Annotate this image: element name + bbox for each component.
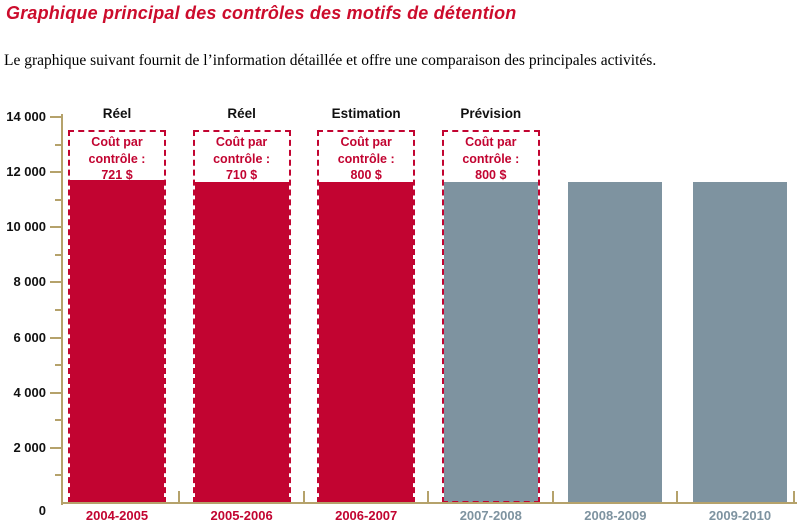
x-axis-end-tick — [793, 491, 795, 503]
cost-annotation-line: contrôle : — [213, 151, 271, 166]
bar — [194, 181, 289, 504]
bar-status-label: Estimation — [331, 106, 401, 121]
cost-annotation-text: Coût par contrôle : 800 $ — [319, 134, 413, 184]
x-axis-tick — [178, 491, 180, 503]
x-axis-category-label: 2005-2006 — [210, 508, 273, 523]
cost-annotation-line: 800 $ — [350, 168, 382, 182]
cost-annotation-text: Coût par contrôle : 721 $ — [70, 134, 164, 184]
cost-annotation-line: 710 $ — [225, 168, 258, 182]
y-axis-major-tick — [50, 171, 63, 174]
cost-annotation-box — [441, 130, 540, 503]
cost-annotation-line: 800 $ — [475, 168, 507, 182]
cost-annotation-box — [68, 130, 166, 503]
y-axis-major-tick — [50, 391, 63, 394]
cost-annotation-line: Coût par — [465, 135, 517, 149]
y-axis-major-tick — [50, 116, 63, 118]
cost-annotation-box — [317, 130, 416, 503]
y-axis-minor-tick — [55, 253, 63, 256]
y-axis-minor-tick — [55, 364, 63, 367]
x-axis-category-label: 2009-2010 — [708, 508, 772, 523]
x-axis-tick — [551, 491, 554, 503]
page-title: Graphique principal des contrôles des mo… — [6, 3, 517, 23]
bar — [443, 181, 538, 504]
x-axis-tick — [302, 491, 305, 503]
x-axis-category-label: 2006-2007 — [335, 508, 398, 523]
x-axis-category-label: 2004-2005 — [85, 508, 149, 523]
y-axis-tick-label: 6 000 — [13, 329, 46, 345]
y-axis-tick-label: 0 — [38, 503, 46, 518]
bar-status-label: Prévision — [460, 106, 522, 121]
y-axis-tick-label: 4 000 — [13, 384, 46, 400]
y-axis-minor-tick — [55, 198, 63, 201]
y-axis-minor-tick — [55, 309, 63, 311]
cost-annotation-line: contrôle : — [88, 151, 146, 166]
cost-annotation-line: Coût par — [340, 135, 392, 149]
cost-annotation-line: Coût par — [91, 135, 143, 149]
cost-annotation-line: contrôle : — [462, 151, 520, 166]
bar-status-label: Réel — [227, 106, 256, 121]
bar — [319, 181, 414, 504]
y-axis-minor-tick — [55, 419, 63, 422]
cost-annotation-box — [192, 130, 291, 503]
y-axis-tick-label: 8 000 — [13, 274, 46, 290]
bar — [568, 181, 663, 504]
y-axis-major-tick — [50, 336, 63, 339]
x-axis-tick — [427, 491, 430, 503]
cost-annotation-text: Coût par contrôle : 800 $ — [444, 134, 538, 184]
y-axis-major-tick — [50, 446, 63, 449]
y-axis-tick-label: 14 000 — [6, 109, 46, 124]
y-axis-major-tick — [50, 281, 63, 284]
x-axis-category-label: 2008-2009 — [584, 508, 647, 523]
y-axis-tick-label: 10 000 — [6, 219, 46, 235]
page-subtitle: Le graphique suivant fournit de l’inform… — [4, 52, 657, 69]
x-axis-tick — [676, 491, 679, 503]
cost-annotation-line: Coût par — [215, 135, 268, 149]
cost-annotation-line: 721 $ — [101, 168, 133, 182]
x-axis-spine — [61, 502, 797, 504]
cost-annotation-line: contrôle : — [337, 151, 395, 166]
y-axis-minor-tick — [55, 143, 63, 146]
bar-status-label: Réel — [102, 106, 132, 121]
cost-annotation-text: Coût par contrôle : 710 $ — [195, 134, 289, 184]
y-axis-tick-label: 12 000 — [6, 164, 46, 180]
bar — [693, 181, 787, 504]
bar — [70, 180, 164, 504]
y-axis-tick-label: 2 000 — [13, 439, 46, 455]
y-axis-minor-tick — [55, 474, 63, 477]
y-axis-major-tick — [50, 226, 63, 229]
x-axis-category-label: 2007-2008 — [459, 508, 522, 523]
